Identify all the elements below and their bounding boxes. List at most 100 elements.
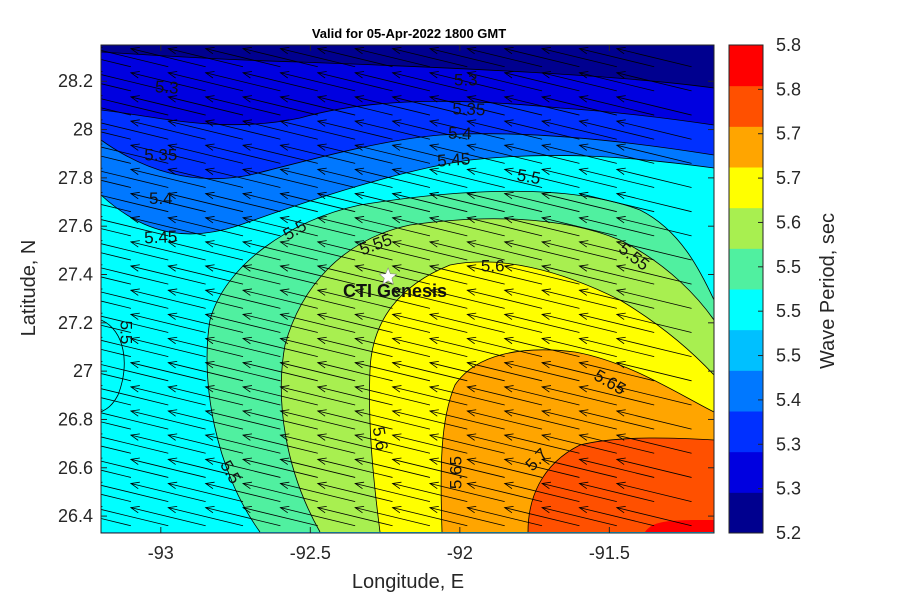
colorbar-swatch — [729, 167, 763, 209]
wave-direction-arrow — [466, 481, 543, 502]
wave-direction-arrow — [428, 143, 505, 164]
wave-direction-arrow — [129, 119, 206, 140]
wave-direction-arrow — [615, 71, 692, 92]
contour-label: 5.6 — [369, 425, 392, 452]
contour-band — [528, 437, 714, 532]
wave-direction-arrow — [316, 361, 393, 382]
wave-direction-arrow — [466, 216, 543, 237]
wave-direction-arrow — [279, 46, 356, 68]
wave-direction-arrow — [354, 457, 431, 478]
wave-direction-arrow — [615, 385, 692, 406]
wave-direction-arrow — [541, 264, 617, 285]
wave-direction-arrow — [129, 143, 206, 164]
wave-direction-arrow — [279, 240, 356, 261]
wave-direction-arrow — [578, 385, 655, 406]
wave-direction-arrow — [615, 119, 692, 140]
wave-direction-arrow — [428, 481, 505, 502]
wave-direction-arrow — [354, 312, 431, 333]
wave-direction-arrow — [503, 505, 580, 527]
wave-direction-arrow — [101, 143, 169, 164]
wave-direction-arrow — [578, 409, 655, 430]
wave-direction-arrow — [241, 505, 318, 527]
wave-direction-arrow — [428, 71, 505, 92]
wave-direction-arrow — [354, 95, 431, 116]
wave-direction-arrow — [167, 143, 244, 164]
wave-direction-arrow — [101, 409, 169, 430]
wave-direction-arrow — [466, 409, 543, 430]
wave-direction-arrow — [204, 288, 281, 309]
wave-direction-arrow — [279, 336, 356, 358]
wave-direction-arrow — [578, 119, 655, 140]
wave-direction-arrow — [541, 167, 617, 188]
wave-direction-arrow — [204, 481, 281, 502]
wave-direction-arrow — [204, 71, 281, 92]
wave-direction-arrow — [316, 457, 393, 478]
contour-line — [101, 155, 714, 235]
site-marker-group: CTI Genesis — [343, 267, 447, 301]
wave-direction-arrow — [354, 481, 431, 502]
wave-direction-arrow — [167, 361, 244, 382]
wave-direction-arrow — [615, 505, 692, 527]
wave-direction-arrow — [615, 457, 692, 478]
y-tick-label: 27.6 — [58, 216, 93, 236]
wave-direction-arrow — [391, 240, 468, 261]
wave-direction-arrow — [428, 240, 505, 261]
wave-direction-arrow — [615, 409, 692, 430]
wave-direction-arrow — [279, 385, 356, 406]
wave-direction-arrow — [354, 385, 431, 406]
wave-direction-arrow — [101, 348, 131, 358]
contour-label: 5.35 — [452, 99, 486, 119]
wave-direction-arrow — [503, 191, 580, 213]
wave-direction-arrow — [503, 143, 580, 164]
wave-direction-arrow — [101, 228, 131, 237]
wave-direction-arrow — [503, 312, 580, 333]
wave-direction-arrow — [101, 493, 131, 502]
contour-label: 5.35 — [144, 146, 177, 165]
colorbar-tick-label: 5.8 — [776, 35, 801, 55]
wave-direction-arrow — [167, 119, 244, 140]
wave-direction-arrow — [241, 95, 318, 116]
wave-direction-arrow — [204, 216, 281, 237]
wave-direction-arrow — [241, 409, 318, 430]
wave-direction-arrow — [316, 481, 393, 502]
wave-direction-arrow — [101, 83, 131, 92]
wave-direction-arrow — [466, 361, 543, 382]
wave-direction-arrow — [279, 433, 356, 454]
wave-direction-arrow — [466, 119, 543, 140]
wave-direction-arrow — [279, 361, 356, 382]
colorbar-tick-label: 5.7 — [776, 124, 801, 144]
wave-direction-arrow — [167, 505, 244, 527]
wave-direction-arrow — [101, 457, 169, 478]
wave-direction-arrow — [466, 143, 543, 164]
wave-direction-arrow — [316, 409, 393, 430]
wave-direction-arrow — [101, 167, 169, 188]
wave-direction-arrow — [101, 361, 169, 382]
wave-direction-arrow — [466, 240, 543, 261]
wave-direction-arrow — [428, 433, 505, 454]
wave-direction-arrow — [204, 385, 281, 406]
wave-direction-arrow — [615, 481, 692, 502]
site-label: CTI Genesis — [343, 281, 447, 301]
wave-direction-arrow — [578, 361, 655, 382]
x-tick-label: -92.5 — [290, 543, 331, 563]
wave-direction-arrow — [391, 505, 468, 527]
wave-direction-arrow — [101, 433, 169, 454]
wave-direction-arrow — [615, 46, 692, 68]
wave-direction-arrow — [279, 457, 356, 478]
contour-band — [645, 520, 714, 532]
wave-direction-arrow — [578, 95, 655, 116]
contour-line — [440, 349, 714, 533]
wave-direction-arrow — [541, 216, 617, 237]
wave-direction-arrow — [578, 167, 655, 188]
colorbar-tick-label: 5.6 — [776, 212, 801, 232]
wave-direction-arrow — [541, 481, 617, 502]
vector-field — [101, 46, 692, 527]
colorbar-swatch — [729, 45, 763, 87]
wave-direction-arrow — [204, 409, 281, 430]
wave-direction-arrow — [615, 143, 692, 164]
wave-direction-arrow — [354, 119, 431, 140]
colorbar-swatch — [729, 207, 763, 249]
contour-line — [101, 319, 125, 413]
wave-direction-arrow — [541, 433, 617, 454]
wave-direction-arrow — [279, 119, 356, 140]
